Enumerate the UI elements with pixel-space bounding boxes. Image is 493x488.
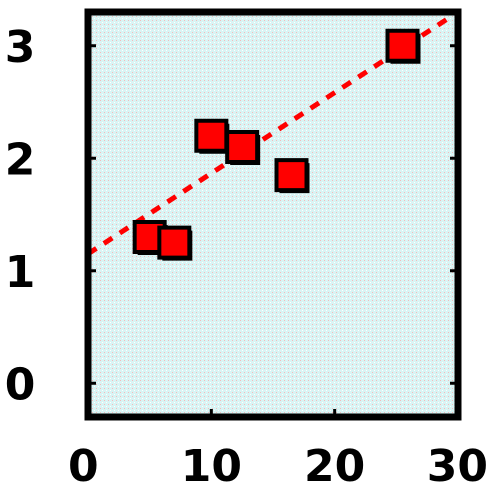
data-point: [157, 225, 192, 260]
data-point: [194, 118, 229, 153]
data-point: [385, 28, 420, 63]
x-tick-label: 20: [304, 441, 365, 488]
plot-area: [88, 12, 458, 417]
x-tick-label: 10: [181, 441, 242, 488]
y-tick-label: 2: [5, 134, 36, 185]
data-point: [274, 158, 309, 193]
x-tick-label: 0: [68, 441, 99, 488]
y-tick-label: 3: [5, 22, 36, 73]
plot-frame: [84, 8, 462, 421]
y-tick-label: 0: [5, 359, 36, 410]
x-tick-label: 30: [427, 441, 488, 488]
data-point: [225, 130, 260, 164]
y-tick-label: 1: [5, 247, 36, 298]
